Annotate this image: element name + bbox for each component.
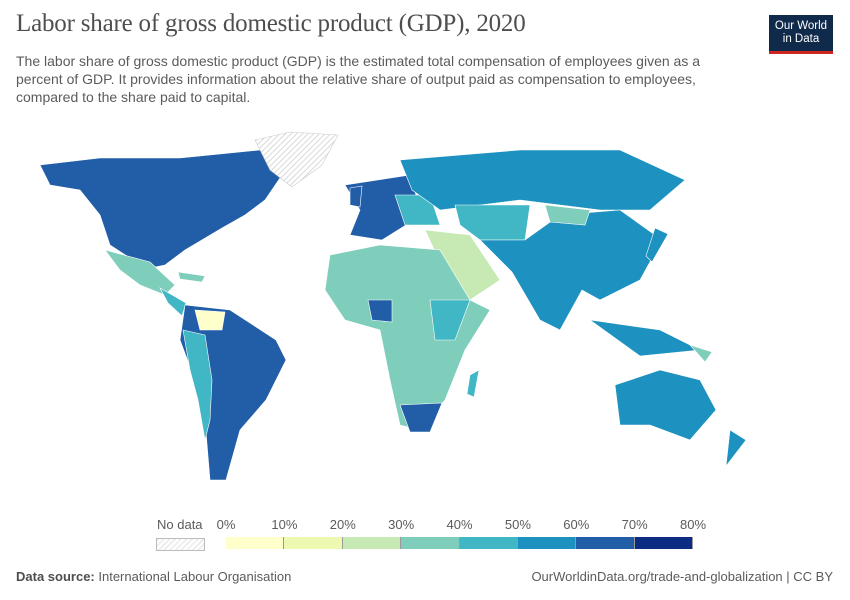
region-japan[interactable]: [645, 227, 669, 263]
legend-tick-label: 60%: [563, 517, 590, 532]
legend-tick-label: 0%: [216, 517, 236, 532]
region-andes[interactable]: [182, 329, 213, 441]
region-uk[interactable]: [349, 185, 363, 208]
world-map[interactable]: [0, 120, 850, 510]
region-southern-africa[interactable]: [399, 402, 443, 433]
legend-bin[interactable]: [459, 537, 518, 549]
region-russia[interactable]: [399, 149, 686, 211]
region-greenland[interactable]: [254, 131, 339, 188]
page-title: Labor share of gross domestic product (G…: [16, 10, 526, 37]
legend-bin[interactable]: [401, 537, 460, 549]
legend-tick-label: 10%: [271, 517, 298, 532]
region-new-zealand[interactable]: [725, 429, 747, 468]
legend-tick-label: 70%: [621, 517, 648, 532]
legend-tick-label: 40%: [446, 517, 473, 532]
subtitle: The labor share of gross domestic produc…: [16, 53, 701, 105]
region-central-america[interactable]: [159, 287, 187, 317]
region-north-america[interactable]: [39, 149, 283, 269]
legend-bin[interactable]: [226, 537, 285, 549]
legend-tick-label: 30%: [388, 517, 415, 532]
source-url[interactable]: OurWorldinData.org/trade-and-globalizati…: [531, 569, 833, 584]
legend-no-data-swatch[interactable]: [156, 538, 205, 551]
data-source-label: Data source:: [16, 569, 95, 584]
legend-bin[interactable]: [517, 537, 577, 549]
legend-bin[interactable]: [284, 537, 343, 549]
region-png[interactable]: [689, 344, 713, 363]
region-australia[interactable]: [614, 369, 717, 441]
region-eastern-europe[interactable]: [394, 194, 441, 226]
region-nigeria[interactable]: [367, 299, 393, 323]
region-east-africa[interactable]: [429, 299, 471, 341]
region-mongolia[interactable]: [544, 204, 591, 226]
legend-no-data-label: No data: [157, 517, 203, 532]
data-source-value[interactable]: International Labour Organisation: [98, 569, 292, 584]
legend-tick-label: 20%: [329, 517, 356, 532]
legend-bin[interactable]: [634, 537, 693, 549]
data-source: Data source: International Labour Organi…: [16, 569, 291, 584]
owid-logo[interactable]: Our World in Data: [769, 15, 833, 54]
region-caribbean[interactable]: [177, 271, 206, 283]
legend-bin[interactable]: [342, 537, 402, 549]
legend-tick-label: 80%: [679, 517, 707, 532]
region-madagascar[interactable]: [466, 369, 480, 398]
legend-bin[interactable]: [576, 537, 635, 549]
legend-tick-label: 50%: [504, 517, 531, 532]
region-southeast-asia-islands[interactable]: [589, 319, 702, 357]
region-venezuela[interactable]: [194, 309, 226, 331]
